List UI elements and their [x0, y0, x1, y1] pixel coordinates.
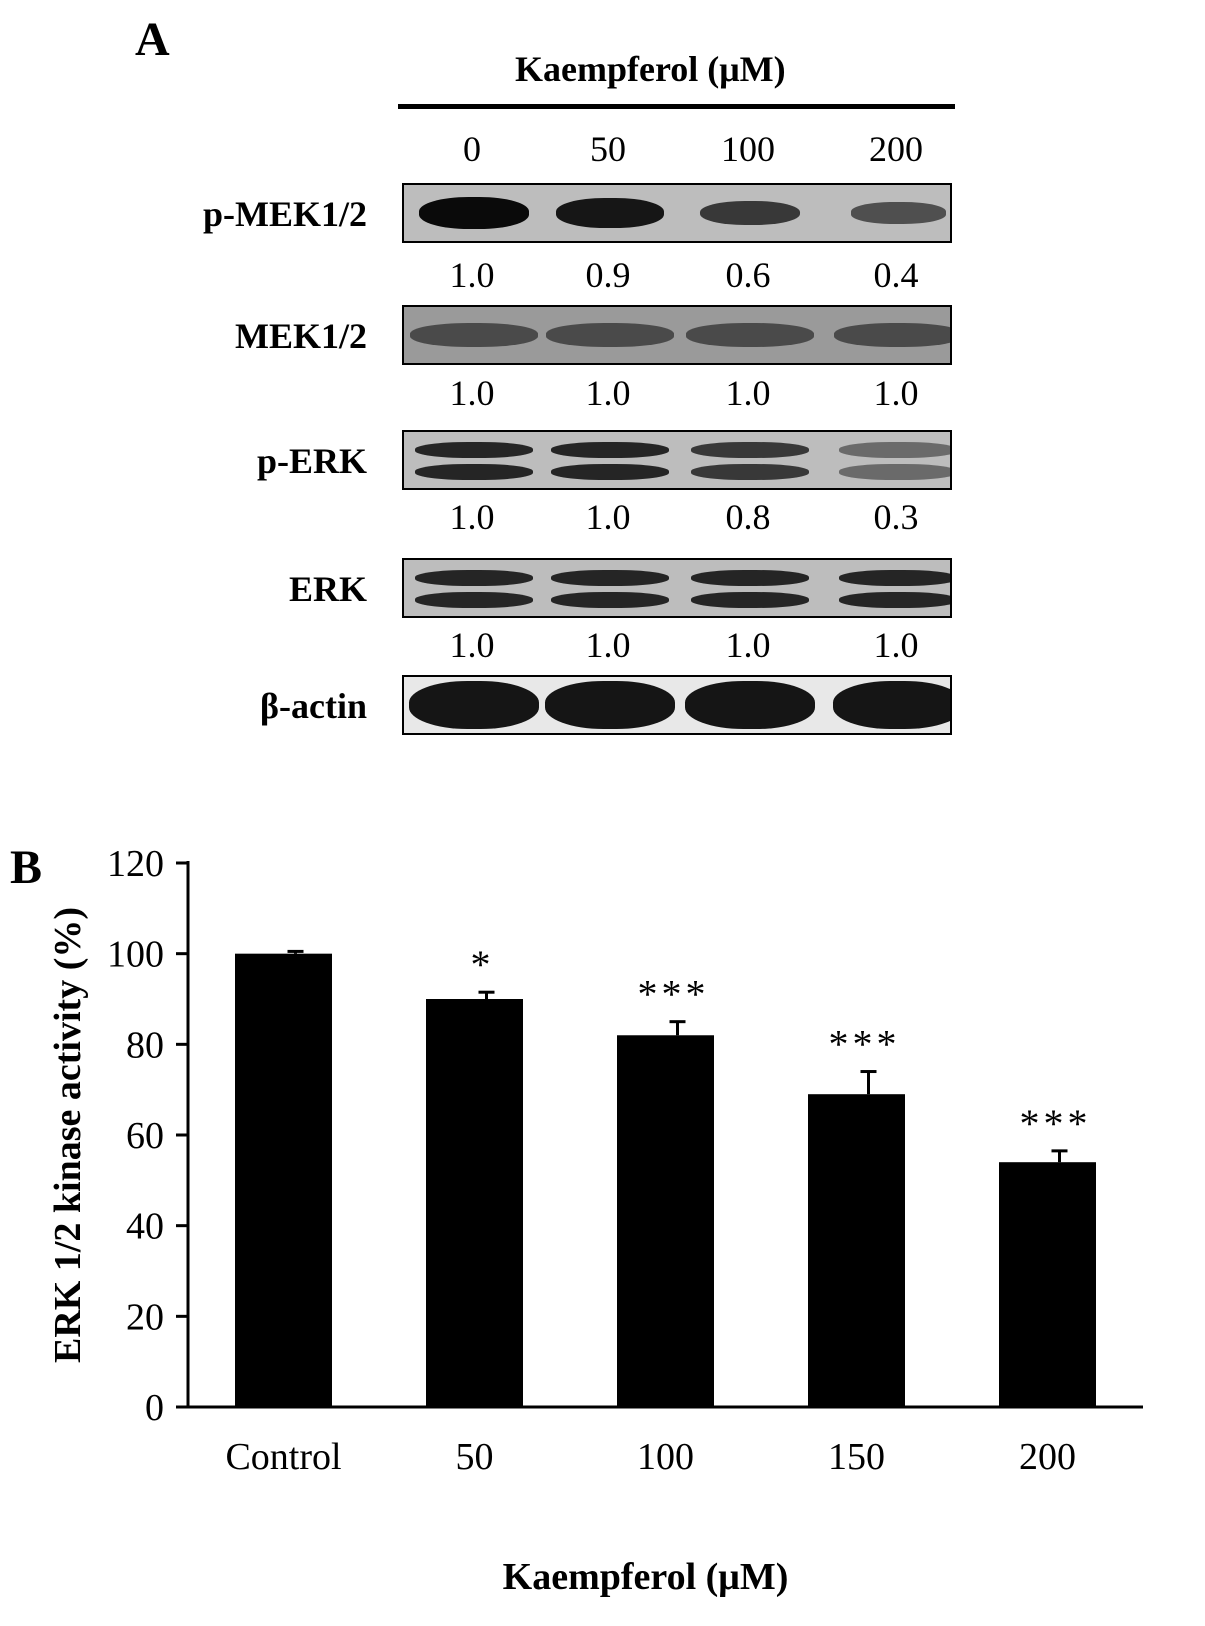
- bar: [617, 1035, 714, 1407]
- blot-strip: [402, 675, 952, 735]
- bar: [808, 1094, 905, 1407]
- band-quantification: 1.0: [585, 625, 631, 665]
- blot-band: [839, 592, 950, 608]
- x-tick-label: 200: [1019, 1436, 1076, 1478]
- dose-label: 0: [463, 129, 481, 169]
- blot-band: [415, 442, 533, 458]
- panel-b-bar-chart: B 0 20 40 60 80 100 120 ERK 1/2 kinase activity…: [0, 820, 1205, 1626]
- blot-band: [691, 442, 809, 458]
- blot-row-label: MEK1/2: [235, 316, 367, 356]
- y-tick-label: 60: [126, 1115, 164, 1157]
- band-quantification: 1.0: [873, 373, 919, 413]
- band-quantification: 1.0: [449, 373, 495, 413]
- band-quantification: 0.3: [873, 497, 919, 537]
- panel-a-western-blot: A Kaempferol (μM) 0 50 100 200 p-MEK1/2 1.0 0…: [0, 0, 1205, 760]
- blot-band: [409, 681, 539, 729]
- blot-band: [833, 681, 950, 729]
- blot-band: [419, 197, 529, 229]
- blot-row-label: β-actin: [260, 686, 367, 726]
- band-quantification: 0.9: [585, 255, 631, 295]
- dose-label: 100: [721, 129, 775, 169]
- significance-marker: ***: [1020, 1101, 1092, 1146]
- blot-band: [556, 197, 664, 229]
- band-quantification: 0.4: [873, 255, 919, 295]
- blot-band: [546, 323, 674, 347]
- band-quantification: 1.0: [725, 625, 771, 665]
- blot-band: [551, 464, 669, 480]
- blot-strip: [402, 183, 952, 243]
- blot-band: [700, 200, 800, 226]
- x-tick-label: 100: [637, 1436, 694, 1478]
- blot-band: [551, 592, 669, 608]
- bar: [999, 1162, 1096, 1407]
- blot-band: [685, 681, 815, 729]
- panel-a-letter: A: [135, 13, 170, 66]
- blot-band: [415, 592, 533, 608]
- blot-strip: [402, 430, 952, 490]
- y-tick-label: 40: [126, 1206, 164, 1248]
- blot-band: [839, 570, 950, 586]
- x-tick-label: Control: [225, 1436, 341, 1478]
- band-quantification: 0.6: [725, 255, 771, 295]
- band-quantification: 1.0: [449, 625, 495, 665]
- y-tick-label: 80: [126, 1024, 164, 1066]
- blot-band: [551, 570, 669, 586]
- blot-band: [834, 323, 950, 347]
- blot-band: [839, 442, 950, 458]
- blot-band: [551, 442, 669, 458]
- blot-band: [691, 464, 809, 480]
- blot-strip: [402, 305, 952, 365]
- x-tick-label: 150: [828, 1436, 885, 1478]
- y-tick-label: 20: [126, 1296, 164, 1338]
- treatment-title: Kaempferol (μM): [515, 49, 786, 89]
- y-tick-label: 0: [145, 1387, 164, 1429]
- x-tick-label: 50: [456, 1436, 494, 1478]
- y-axis-label: ERK 1/2 kinase activity (%): [47, 907, 89, 1363]
- band-quantification: 0.8: [725, 497, 771, 537]
- blot-band: [691, 592, 809, 608]
- bar-chart: 0 20 40 60 80 100 120 ERK 1/2 kinase activity (…: [47, 843, 1143, 1598]
- blot-band: [850, 202, 946, 224]
- blot-band: [545, 681, 675, 729]
- blot-band: [691, 570, 809, 586]
- blot-band: [410, 323, 538, 347]
- blot-band: [839, 464, 950, 480]
- dose-label: 200: [869, 129, 923, 169]
- band-quantification: 1.0: [449, 255, 495, 295]
- band-quantification: 1.0: [585, 497, 631, 537]
- band-quantification: 1.0: [585, 373, 631, 413]
- x-axis-label: Kaempferol (μM): [503, 1556, 789, 1598]
- blot-band: [415, 464, 533, 480]
- blot-strip: [402, 558, 952, 618]
- significance-marker: *: [471, 942, 495, 987]
- blot-row-label: ERK: [288, 569, 367, 609]
- significance-marker: ***: [829, 1022, 901, 1067]
- blot-row-label: p-MEK1/2: [202, 194, 367, 234]
- bar: [235, 953, 332, 1407]
- significance-marker: ***: [638, 972, 710, 1017]
- blot-row-label: p-ERK: [256, 441, 367, 481]
- band-quantification: 1.0: [449, 497, 495, 537]
- bar: [426, 999, 523, 1407]
- dose-label: 50: [590, 129, 626, 169]
- blot-band: [415, 570, 533, 586]
- y-tick-label: 120: [107, 843, 164, 885]
- blot-band: [686, 323, 814, 347]
- treatment-bar: [398, 104, 955, 109]
- panel-b-letter: B: [10, 841, 43, 894]
- band-quantification: 1.0: [873, 625, 919, 665]
- y-tick-label: 100: [107, 934, 164, 976]
- band-quantification: 1.0: [725, 373, 771, 413]
